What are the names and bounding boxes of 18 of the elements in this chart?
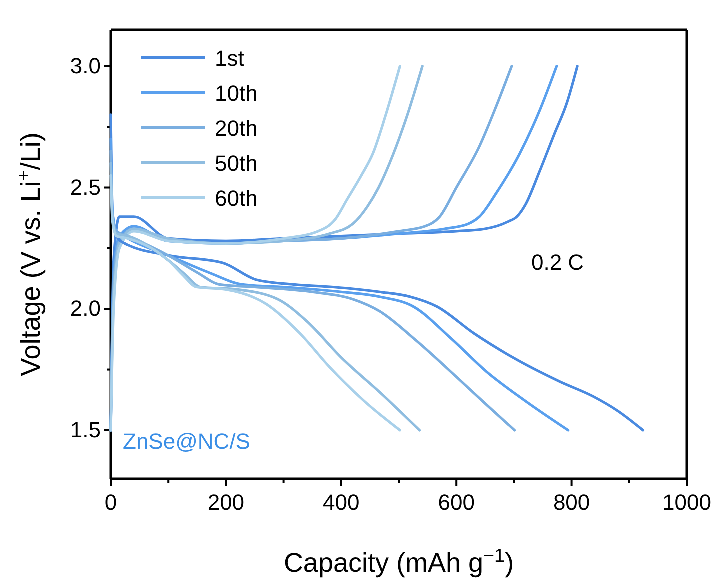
x-tick-label: 800 <box>553 490 590 516</box>
annotation: ZnSe@NC/S <box>123 429 250 454</box>
legend-label: 1st <box>215 46 244 71</box>
x-tick-label: 400 <box>323 490 360 516</box>
annotation: 0.2 C <box>531 250 584 275</box>
x-tick-label: 1000 <box>662 490 712 516</box>
legend-label: 10th <box>215 80 258 106</box>
x-axis-title: Capacity (mAh g$^{−1}$) <box>284 546 514 578</box>
y-tick-label: 3.0 <box>70 53 101 78</box>
legend-label: 50th <box>215 150 258 176</box>
x-tick-label: 600 <box>438 490 475 516</box>
legend-label: 20th <box>215 116 258 141</box>
x-tick-label: 200 <box>208 490 245 516</box>
x-tick-label: 0 <box>104 490 118 516</box>
y-tick-label: 2.0 <box>70 296 101 322</box>
legend-label: 60th <box>215 186 258 211</box>
y-tick-label: 2.5 <box>70 174 101 200</box>
y-tick-label: 1.5 <box>70 418 101 442</box>
